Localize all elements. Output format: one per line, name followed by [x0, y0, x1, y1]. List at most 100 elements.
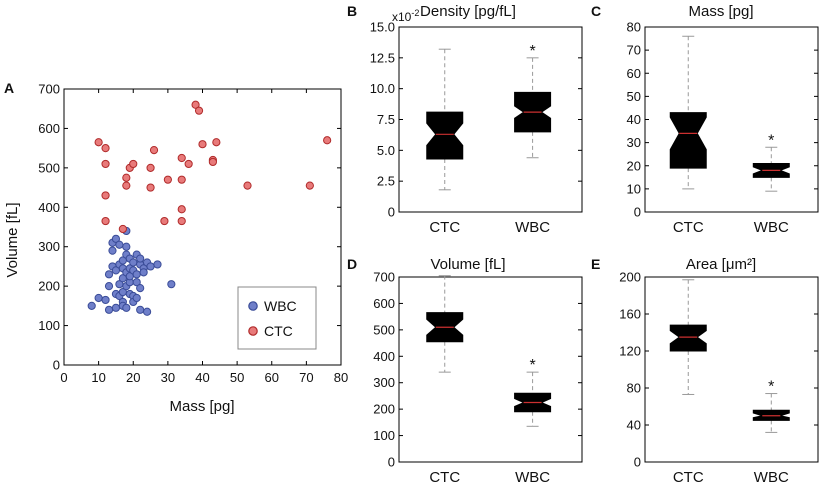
- panel-b-ctc-box: [426, 48, 464, 191]
- panel-c-title: Mass [pg]: [688, 3, 753, 20]
- panel-a-ytick-label: 300: [38, 239, 60, 254]
- panel-e-ytick-label: 40: [627, 418, 641, 433]
- wbc-point: [111, 303, 121, 312]
- panel-a-axes: 0 100 200 300 400 500 600 700 0 10 20 30 40 50 60 70 80: [38, 82, 348, 386]
- panel-c-ytick-label: 10: [627, 181, 641, 196]
- ctc-point: [101, 144, 110, 153]
- panel-c-mass-box: C Mass [pg] 0 10 20 30 40 50 60 70 80 CTC WBC *: [591, 3, 819, 236]
- panel-e-ytick-label: 80: [627, 381, 641, 396]
- ctc-point: [198, 140, 207, 149]
- panel-d-ctc-category-label: CTC: [429, 469, 460, 484]
- panel-c-ytick-label: 40: [627, 112, 641, 127]
- panel-b-ytick-label: 0: [388, 205, 395, 220]
- ctc-point: [122, 181, 131, 190]
- wbc-point: [132, 270, 141, 279]
- panel-b-ctc-category-label: CTC: [429, 219, 460, 236]
- panel-d-significance-star: *: [529, 357, 535, 374]
- panel-a-ylabel: Volume [fL]: [4, 202, 21, 277]
- panel-e-ctc-iqr-box: [669, 324, 707, 352]
- panel-e-title: Area [μm²]: [686, 256, 756, 273]
- panel-c-label: C: [591, 3, 601, 19]
- ctc-point: [177, 175, 186, 184]
- panel-e-axes-frame: [644, 276, 819, 463]
- panel-b-ctc-iqr-box: [426, 111, 464, 160]
- ctc-point: [177, 216, 186, 226]
- panel-b-multiplier: x10-2: [392, 8, 419, 24]
- panel-d-ytick-label: 600: [373, 296, 395, 311]
- panel-d-label: D: [347, 256, 357, 272]
- panel-b-ytick-label: 5.0: [377, 143, 395, 158]
- panel-d-ytick-label: 200: [373, 402, 395, 417]
- panel-d-ytick-label: 100: [373, 428, 395, 443]
- ctc-point: [191, 100, 200, 109]
- panel-c-ytick-label: 60: [627, 66, 641, 81]
- wbc-point: [104, 282, 114, 291]
- ctc-point: [129, 159, 138, 169]
- panel-a-xtick-label: 20: [126, 370, 140, 385]
- panel-c-ctc-iqr-box: [669, 112, 707, 169]
- panel-b-axes: 0 2.5 5.0 7.5 10.0 12.5 15.0: [370, 20, 583, 220]
- panel-d-ytick-label: 400: [373, 349, 395, 364]
- panel-d-volume-box: D Volume [fL] 0 100 200 300 400 500 600 700 CTC W…: [347, 256, 583, 484]
- wbc-point: [87, 301, 96, 310]
- wbc-point: [122, 303, 131, 312]
- panel-c-ytick-label: 0: [634, 205, 641, 220]
- legend: WBC CTC: [237, 286, 317, 350]
- panel-e-ytick-label: 0: [634, 455, 641, 470]
- ctc-point: [146, 183, 155, 192]
- ctc-point: [208, 157, 217, 167]
- panel-a-ytick-label: 700: [38, 82, 60, 97]
- wbc-point: [115, 240, 124, 249]
- panel-d-ytick-label: 0: [388, 455, 395, 470]
- panel-c-ytick-label: 50: [627, 89, 641, 104]
- panel-b-label: B: [347, 3, 357, 19]
- panel-d-ctc-box: [426, 275, 464, 373]
- ctc-point: [323, 136, 332, 145]
- panel-c-significance-star: *: [768, 132, 774, 149]
- legend-box: [237, 286, 317, 350]
- panel-e-label: E: [591, 256, 600, 272]
- wbc-point: [122, 242, 131, 251]
- panel-c-wbc-box: [752, 146, 790, 192]
- panel-a-ytick-label: 200: [38, 279, 60, 294]
- panel-a-ytick-label: 500: [38, 160, 60, 175]
- panel-b-ytick-label: 10.0: [370, 81, 395, 96]
- panel-e-ytick-label: 200: [619, 270, 641, 285]
- legend-wbc-label: WBC: [264, 298, 297, 314]
- panel-c-ytick-label: 80: [627, 20, 641, 35]
- panel-e-wbc-box: [752, 393, 790, 433]
- panel-d-wbc-box: [514, 371, 552, 427]
- wbc-point: [146, 262, 155, 271]
- ctc-point: [101, 159, 110, 169]
- panel-c-ytick-label: 30: [627, 135, 641, 150]
- ctc-point: [118, 224, 127, 234]
- panel-e-ctc-box: [669, 279, 707, 395]
- panel-b-multiplier-base: x10: [392, 10, 412, 24]
- panel-a-points: [87, 100, 332, 316]
- panel-e-axes: 0 40 80 120 160 200: [619, 270, 819, 470]
- wbc-point: [101, 295, 110, 305]
- panel-a-xlabel: Mass [pg]: [169, 398, 234, 415]
- panel-a-xtick-label: 80: [334, 370, 348, 385]
- panel-c-axes: 0 10 20 30 40 50 60 70 80: [627, 20, 819, 220]
- panel-a-xtick-label: 40: [195, 370, 209, 385]
- ctc-point: [305, 181, 314, 190]
- panel-e-significance-star: *: [768, 379, 774, 396]
- ctc-point: [149, 146, 159, 155]
- panel-b-multiplier-exp: -2: [411, 8, 419, 18]
- panel-b-wbc-category-label: WBC: [515, 219, 550, 236]
- panel-b-title: Density [pg/fL]: [420, 3, 516, 20]
- panel-d-ytick-label: 500: [373, 322, 395, 337]
- panel-a-xtick-label: 30: [161, 370, 175, 385]
- wbc-point: [139, 268, 148, 277]
- ctc-point: [160, 216, 169, 226]
- wbc-point: [136, 284, 145, 293]
- panel-a-xtick-label: 70: [299, 370, 313, 385]
- panel-d-title: Volume [fL]: [430, 256, 505, 273]
- panel-b-ytick-label: 15.0: [370, 20, 395, 35]
- panel-b-ytick-label: 7.5: [377, 112, 395, 127]
- ctc-point: [177, 205, 186, 214]
- panel-c-wbc-category-label: WBC: [754, 219, 789, 236]
- panel-d-wbc-category-label: WBC: [515, 469, 550, 484]
